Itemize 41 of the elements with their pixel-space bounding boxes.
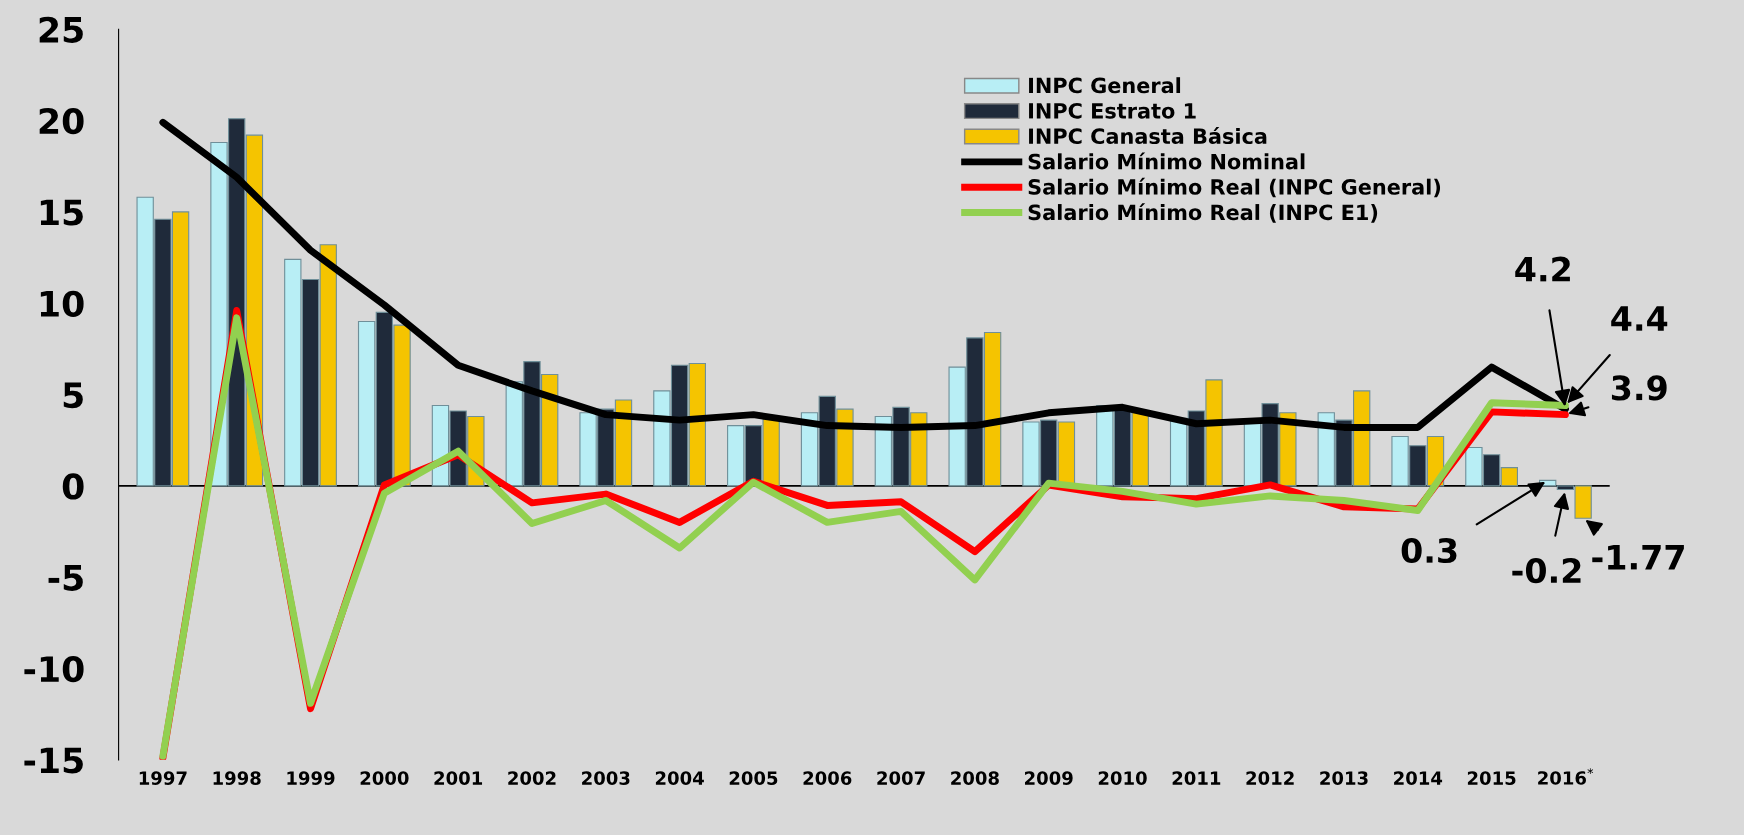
x-tick-label: 1999 [287, 771, 335, 785]
x-tick-label: 1998 [213, 771, 261, 785]
annotation: 4.4 [1611, 306, 1668, 331]
x-tick-label: 2013 [1320, 771, 1368, 785]
y-tick-label: 0 [62, 473, 84, 500]
x-tick-label: 2006 [803, 771, 852, 785]
legend-label: INPC Estrato 1 [1029, 102, 1196, 119]
x-tick-label: 2001 [434, 771, 483, 785]
data-label: -1.77 [1592, 545, 1684, 570]
y-tick-label: 10 [40, 290, 84, 317]
y-tick-label: 5 [63, 382, 83, 409]
x-tick-label: 2003 [582, 771, 630, 785]
y-tick-label: -15 [24, 747, 83, 774]
x-tick-label: 2009 [1025, 771, 1073, 785]
x-tick-label: 2002 [508, 771, 556, 785]
y-tick-label: 25 [39, 16, 83, 43]
x-tick-label: 2014 [1394, 771, 1443, 785]
x-tick-label: 2007 [877, 771, 925, 785]
x-tick-label: 2010 [1098, 771, 1147, 785]
legend-label: Salario Mínimo Nominal [1028, 152, 1305, 170]
x-tick-label: 2000 [360, 771, 409, 785]
legend-label: Salario Mínimo Real (INPC General) [1028, 177, 1441, 198]
x-tick-label: 2011 [1172, 771, 1221, 785]
y-tick-label: -5 [48, 565, 83, 591]
x-tick-label: 2012 [1246, 771, 1294, 785]
x-tick-label: 2015 [1467, 771, 1516, 785]
x-tick-label: 2008 [951, 771, 999, 785]
y-tick-label: -10 [24, 655, 84, 683]
legend-label: INPC General [1029, 77, 1181, 94]
legend-label: INPC Canasta Básica [1029, 127, 1267, 145]
y-tick-label: 20 [39, 107, 84, 135]
legend-label: Salario Mínimo Real (INPC E1) [1028, 203, 1378, 223]
y-tick-label: 15 [40, 199, 83, 226]
data-label: 0.3 [1401, 537, 1457, 564]
x-tick-label: 2005 [729, 771, 778, 785]
x-tick-label: 2004 [655, 771, 704, 785]
x-tick-label: 2016$^{*}$ [1538, 768, 1594, 785]
x-tick-label: 1997 [139, 771, 187, 785]
annotation: 3.9 [1611, 375, 1667, 401]
data-label: -0.2 [1512, 558, 1581, 584]
annotation: 4.2 [1515, 256, 1570, 282]
